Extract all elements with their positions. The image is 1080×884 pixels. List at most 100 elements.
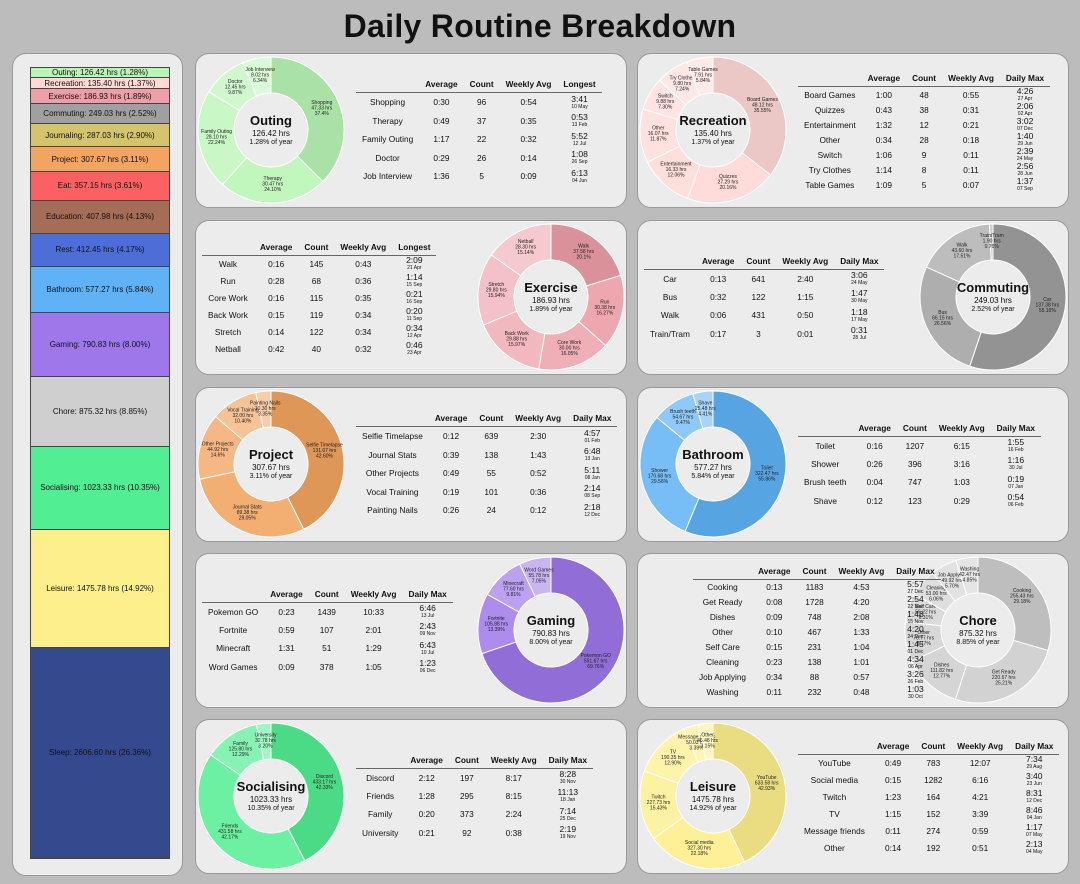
table-row: Shower 0:26 396 3:16 1:16 30 Jul (798, 455, 1041, 474)
max-value: 5:57 (907, 578, 924, 589)
table-row: Fortnite 0:59 107 2:01 2:43 09 Nov (202, 621, 453, 640)
max-value: 1:48 (907, 608, 924, 619)
max-cell: 0:19 07 Jan (991, 473, 1041, 492)
slice-label-quizzes: 27.29 hrs (718, 179, 739, 185)
slice-label-run: 30.38 hrs (594, 305, 615, 311)
stats-table-recreation: Average Count Weekly Avg Daily Max Board Gam… (798, 73, 1051, 192)
slice-board-games (712, 56, 787, 176)
row-cell: 68 (311, 275, 322, 286)
table-header: Average (852, 422, 897, 437)
row-cell: 0:49 (885, 757, 902, 768)
table-header: Weekly Avg (951, 740, 1010, 755)
slice-label-toilet: 322.47 hrs (755, 471, 779, 477)
table-header: Average (870, 740, 916, 755)
slice-label-pokemon-go: 551.67 hrs (584, 659, 608, 665)
table-row: Switch 1:06 9 0:11 2:39 24 May (798, 147, 1050, 163)
row-cell: 0:29 (953, 495, 970, 506)
max-date: 26 Feb (907, 678, 924, 685)
row-cell: 8:15 (505, 790, 522, 801)
max-value: 3:41 (571, 93, 588, 104)
table-row: Train/Tram 0:17 3 0:01 0:31 28 Jul (644, 325, 884, 344)
panel-chore: Cooking 255.43 hrs 29.18% Get Ready 220.67 h… (637, 553, 1069, 708)
slice-label-shower: 29.56% (651, 479, 669, 485)
slice-label-vocal-training: Vocal Training (227, 408, 259, 414)
slice-label-table-games: 7.91 hrs (694, 72, 713, 78)
slice-label-pokemon-go: Pokemon GO (581, 653, 611, 659)
donut-percent: 1.37% of year (691, 139, 735, 146)
slice-label-brush-teeth: 54.67 hrs (672, 415, 693, 421)
slice-label-fortnite: Fortnite (488, 616, 505, 622)
row-cell: 4:21 (972, 791, 989, 802)
max-date: 08 Jan (584, 474, 600, 481)
slice-label-discord: 433.17 hrs (313, 779, 337, 785)
row-cell: 0:48 (853, 687, 870, 697)
max-value: 1:14 (406, 272, 423, 282)
row-cell: 138 (484, 449, 499, 460)
slice-label-social-media: 327.30 hrs (687, 846, 711, 852)
table-row: Painting Nails 0:26 24 0:12 2:18 12 Dec (356, 501, 617, 520)
table-row: Minecraft 1:31 51 1:29 6:43 10 Jul (202, 639, 453, 658)
row-cell: 1:28 (418, 790, 435, 801)
row-label: Shower (811, 458, 840, 469)
max-value: 0:21 (406, 289, 423, 299)
max-date: 12 Jul (572, 140, 587, 147)
slice-label-family-outing: Family Outing (201, 129, 232, 135)
table-row: University 0:21 92 0:38 2:19 19 Nov (356, 824, 593, 843)
max-date: 16 Feb (1008, 447, 1024, 453)
row-label: Family (367, 809, 393, 820)
donut-percent: 1.89% of year (529, 306, 573, 313)
max-date: 25 Dec (559, 815, 576, 822)
slice-label-walk: 43.60 hrs (952, 248, 973, 254)
table-row: Family 0:20 373 2:24 7:14 25 Dec (356, 805, 593, 824)
table-row: Vocal Training 0:19 101 0:36 2:14 08 Sep (356, 482, 617, 501)
table-row: Washing 0:11 232 0:48 1:03 30 Oct (693, 684, 941, 700)
max-cell: 1:16 30 Jul (991, 455, 1041, 474)
slice-label-shave: 25.48 hrs (695, 406, 716, 412)
row-cell: 0:30 (433, 97, 450, 108)
max-cell: 7:14 25 Dec (543, 805, 593, 824)
table-header: Daily Max (990, 422, 1041, 437)
max-value: 8:46 (1025, 805, 1043, 815)
slice-label-washing: 4.85% (963, 578, 978, 584)
stacked-bar: Outing: 126.42 hrs (1.28%) Recreation: 13… (30, 67, 170, 859)
slice-label-other: 46.48 hrs (697, 738, 718, 744)
row-cell: 2:40 (797, 273, 814, 284)
slice-label-fortnite: 13.39% (488, 627, 506, 633)
slice-label-tv: TV (670, 749, 677, 755)
row-cell: 3:39 (972, 808, 989, 819)
slice-train-tram (988, 223, 994, 261)
stats-table-outing: Average Count Weekly Avg Longest Shopping 0:3… (356, 79, 602, 185)
slice-label-university: 3.20% (258, 743, 273, 749)
row-cell: 40 (311, 343, 322, 354)
donut-percent: 8.85% of year (956, 639, 1000, 646)
slice-label-message-friends: 3.39% (689, 746, 704, 752)
donut-title: Socialising (236, 779, 306, 794)
table-row: Message friends 0:11 274 0:59 1:17 07 May (798, 822, 1059, 839)
row-label: Car (663, 273, 677, 284)
slice-get-ready (954, 639, 1049, 704)
slice-label-walk: 17.51% (954, 254, 972, 260)
row-label: Cooking (707, 582, 738, 592)
stack-segment-socialising: Socialising: 1023.33 hrs (10.35%) (31, 447, 169, 530)
slice-label-youtube: YouTube (757, 775, 777, 781)
slice-label-other-projects: Other Projects (202, 442, 234, 448)
max-value: 4:34 (907, 653, 924, 664)
max-value: 1:40 (1016, 131, 1034, 141)
slice-label-other-projects: 44.92 hrs (207, 447, 228, 453)
table-row: Walk 0:16 145 0:43 2:09 21 Apr (202, 255, 436, 272)
row-label: Journal Stats (368, 449, 417, 460)
max-date: 15 Sep (406, 282, 423, 288)
slice-label-word-games: Word Games (524, 567, 554, 573)
max-value: 2:56 (1016, 161, 1034, 171)
slice-label-bus: 26.56% (934, 321, 952, 327)
row-label: Other (819, 134, 841, 145)
row-cell: 0:26 (443, 505, 460, 515)
slice-label-cooking: 255.43 hrs (1010, 594, 1034, 600)
table-row: Job Applying 0:34 88 0:57 3:26 26 Feb (693, 669, 941, 685)
slice-label-other: 16.07 hrs (648, 131, 669, 137)
table-header: Weekly Avg (776, 255, 835, 270)
table-header (202, 241, 254, 256)
slice-label-switch: Switch (658, 94, 673, 100)
row-cell: 107 (319, 624, 334, 635)
